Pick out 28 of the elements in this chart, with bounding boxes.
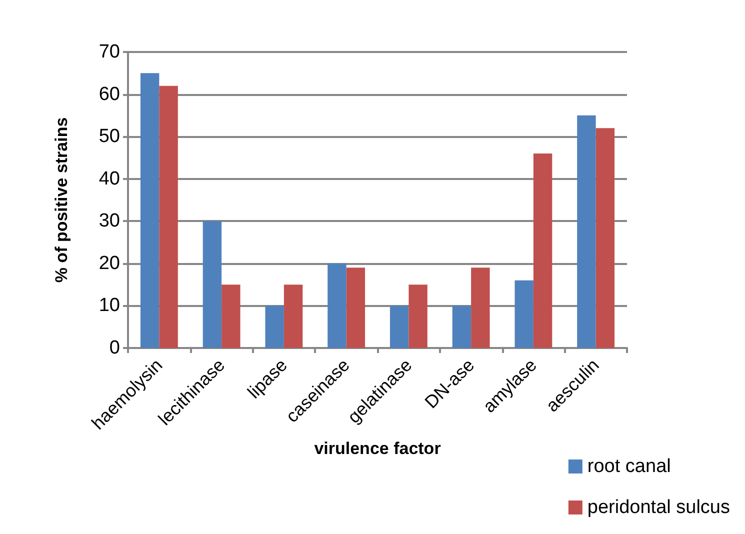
bar [471, 268, 490, 348]
y-tick-label: 50 [98, 126, 120, 148]
y-tick-label: 20 [98, 252, 120, 274]
bar [596, 128, 615, 348]
y-tick-label: 30 [98, 210, 120, 232]
bar [533, 153, 552, 348]
legend-label: root canal [587, 456, 671, 477]
y-tick-label: 60 [98, 84, 120, 105]
bar [346, 268, 366, 348]
bar [159, 86, 178, 348]
y-tick-label: 70 [98, 42, 120, 62]
bar [222, 284, 240, 348]
bar [284, 284, 303, 348]
bar [408, 284, 428, 348]
x-axis-title: virulence factor [314, 438, 442, 458]
bar [328, 263, 346, 348]
bar [577, 115, 596, 348]
y-tick-label: 0 [109, 338, 120, 358]
bar [265, 306, 284, 348]
bar [390, 306, 409, 348]
y-tick-label: 10 [98, 295, 120, 316]
bar [514, 280, 534, 348]
bar [452, 306, 472, 348]
y-tick-label: 40 [98, 168, 120, 190]
bar [202, 221, 222, 348]
bar [140, 73, 160, 348]
y-axis-title: % of positive strains [52, 117, 71, 283]
legend-label: peridontal sulcus [587, 497, 730, 518]
